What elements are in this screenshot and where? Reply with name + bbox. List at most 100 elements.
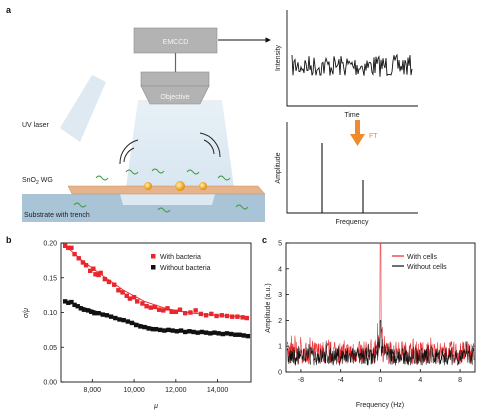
panel-b-points [62,243,251,339]
data-point-with-bacteria [230,314,235,319]
intensity-time-plot: Intensity Time [275,10,418,119]
panel-c-label: c [262,235,267,245]
data-point-without-bacteria [153,326,159,332]
y-tick-label: 0.00 [43,380,57,387]
data-point-with-bacteria [140,301,145,306]
data-point-without-bacteria [150,326,156,332]
data-point-without-bacteria [89,309,94,315]
data-point-without-bacteria [191,329,196,335]
data-point-without-bacteria [166,327,171,333]
data-point-without-bacteria [208,331,213,336]
bacterium [125,169,139,175]
time-axis-label: Time [344,112,359,119]
frequency-axis-label: Frequency [335,219,369,226]
bacterium [186,169,200,175]
data-point-with-bacteria [188,310,193,315]
data-point-without-bacteria [113,315,118,321]
data-point-with-bacteria [83,263,89,268]
legend-marker-without-bacteria [151,265,156,270]
data-point-with-bacteria [156,307,162,312]
data-point-without-bacteria [178,328,184,333]
bacterium [235,204,249,210]
data-point-without-bacteria [75,304,80,309]
data-point-with-bacteria [165,306,170,311]
panel-c-x-ticks: -8 -4 0 4 8 [298,369,462,384]
data-point-without-bacteria [78,306,84,311]
data-point-without-bacteria [203,330,209,335]
x-tick-label: 10,000 [123,387,145,394]
x-tick-label: -8 [298,377,304,384]
particle [144,182,152,190]
data-point-with-bacteria [173,309,179,315]
data-point-with-bacteria [219,313,224,318]
data-point-without-bacteria [96,310,101,316]
data-point-without-bacteria [104,313,110,318]
data-point-with-bacteria [69,245,74,251]
data-point-without-bacteria [69,299,74,305]
panel-b-fit-lines [62,243,249,336]
bacterium [157,207,171,213]
data-point-without-bacteria [121,317,126,323]
data-point-with-bacteria [152,304,158,310]
x-tick-label: 14,000 [207,387,229,394]
y-tick-label: 0.15 [43,275,57,282]
data-point-without-bacteria [108,314,114,319]
ft-label: FT [369,133,378,140]
data-point-without-bacteria [237,332,242,337]
data-point-without-bacteria [212,330,217,335]
data-point-without-bacteria [92,310,97,316]
data-point-with-bacteria [98,270,103,276]
substrate-label: Substrate with trench [24,212,90,219]
data-point-with-bacteria [127,296,133,301]
x-tick-label: 12,000 [165,387,187,394]
data-point-with-bacteria [235,314,240,319]
data-point-without-bacteria [157,327,163,333]
bacterium [217,175,231,181]
bacteria [73,168,249,213]
objective-lens: Objective [140,71,210,105]
y-tick-label: 5 [278,241,282,248]
emccd-label: EMCCD [163,39,189,46]
data-point-without-bacteria [117,317,122,322]
panel-b-x-ticks: 8,000 10,000 12,000 14,000 [84,379,229,394]
data-point-without-bacteria [183,329,188,335]
data-point-with-bacteria [80,260,86,265]
data-point-without-bacteria [220,331,226,337]
uv-laser-beam [60,75,106,142]
data-point-with-bacteria [124,293,129,299]
panel-c-x-label: Frequency (Hz) [356,402,404,409]
data-point-with-bacteria [112,282,117,287]
data-point-without-bacteria [81,307,87,312]
spectrum-without-cells [286,320,475,366]
x-tick-label: 4 [418,377,422,384]
imaging-light-cone [125,100,235,195]
data-point-without-bacteria [162,328,167,333]
data-point-without-bacteria [146,326,151,331]
panel-c-y-ticks: 0 1 2 3 4 5 [278,241,289,377]
emccd-camera: EMCCD [133,27,218,54]
data-point-with-bacteria [93,272,98,277]
data-point-with-bacteria [214,313,219,319]
data-point-with-bacteria [198,311,204,317]
data-point-with-bacteria [91,266,96,271]
data-point-without-bacteria [129,320,135,326]
data-point-with-bacteria [116,288,121,293]
legend-with-cells: With cells [407,254,437,261]
bacterium [73,202,87,208]
data-point-with-bacteria [161,308,166,313]
data-point-with-bacteria [62,243,68,248]
data-point-without-bacteria [228,331,234,337]
legend-without-cells: Without cells [407,264,447,271]
legend-with-bacteria: With bacteria [160,254,201,261]
particles [144,181,207,191]
data-point-without-bacteria [187,329,192,334]
particle [199,182,207,190]
y-tick-label: 2 [278,318,282,325]
data-point-without-bacteria [170,328,175,333]
spectrum-with-cells [286,242,475,366]
y-tick-label: 0.10 [43,310,57,317]
panel-c-legend: With cells Without cells [392,254,447,271]
data-point-with-bacteria [88,268,93,273]
data-point-with-bacteria [240,315,245,320]
data-point-without-bacteria [174,329,180,334]
